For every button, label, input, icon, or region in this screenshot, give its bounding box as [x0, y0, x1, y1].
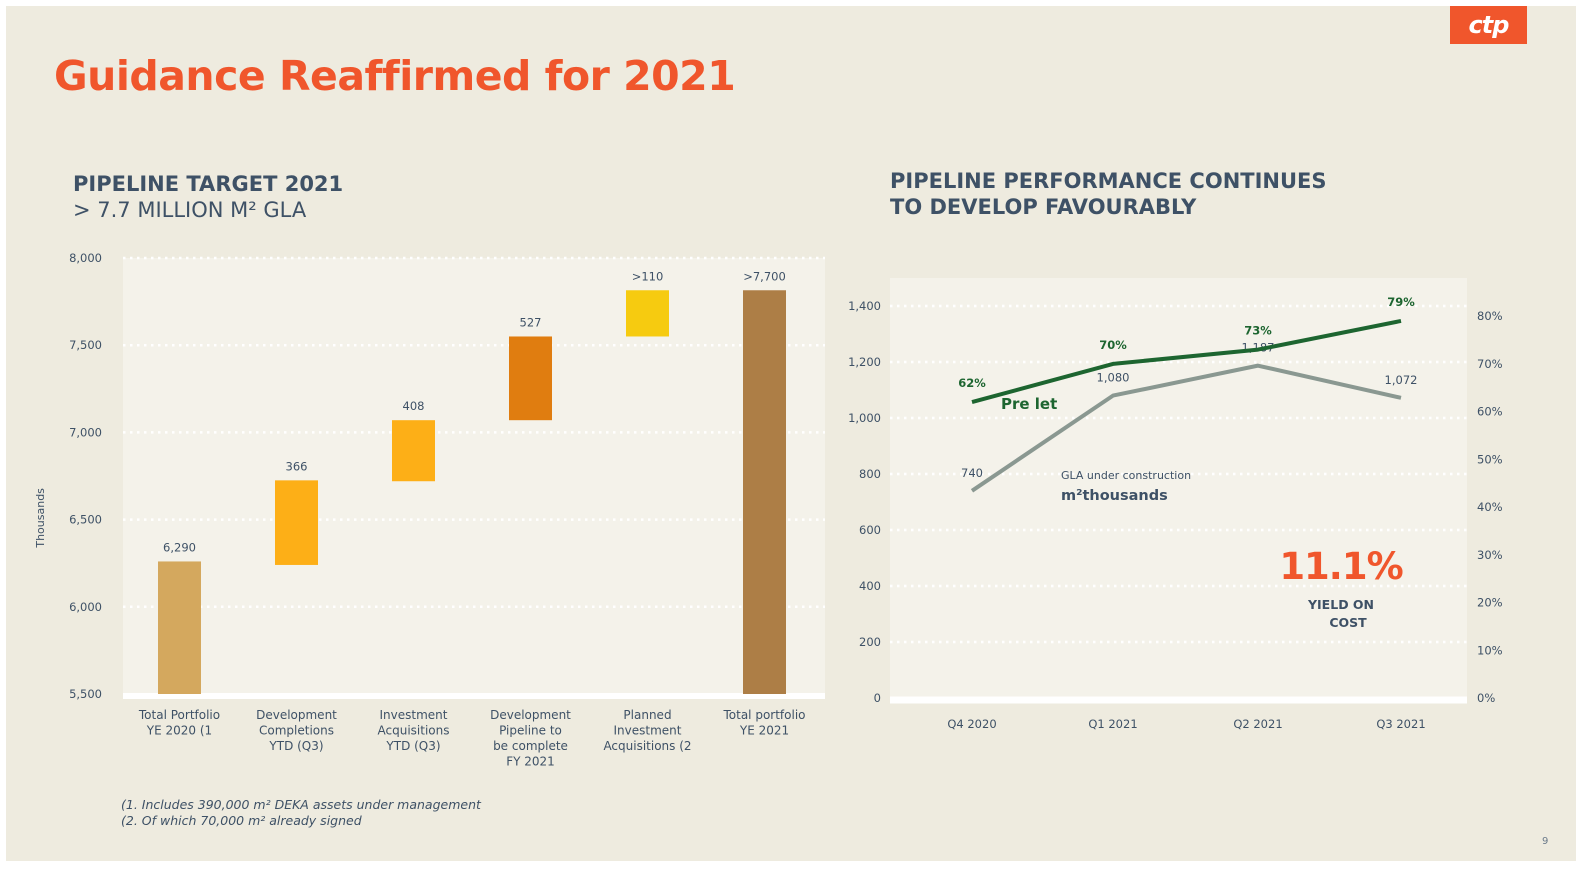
right-heading-line2: TO DEVELOP FAVOURABLY: [890, 195, 1197, 219]
left-panel-heading: PIPELINE TARGET 2021 > 7.7 MILLION M² GL…: [73, 171, 343, 223]
footnote-1: (1. Includes 390,000 m² DEKA assets unde…: [121, 797, 481, 812]
yield-label-line2: COST: [1329, 615, 1367, 630]
line-plot-area: [890, 278, 1467, 698]
waterfall-category-label: Total Portfolio: [138, 708, 220, 722]
line-x-tick-label: Q1 2021: [1088, 717, 1137, 731]
gla-data-label: 1,187: [1242, 341, 1275, 355]
right-y-tick-label: 60%: [1477, 405, 1503, 419]
left-heading-line1: PIPELINE TARGET 2021: [73, 172, 344, 196]
gla-under-construction-line: [970, 363, 1402, 493]
right-y-tick-label: 30%: [1477, 548, 1503, 562]
waterfall-bar-value-label: 408: [403, 399, 425, 413]
waterfall-bar: [743, 290, 786, 694]
left-y-tick-label: 400: [859, 579, 881, 593]
left-heading-line2: > 7.7 MILLION M² GLA: [73, 198, 307, 222]
left-y-tick-label: 1,000: [848, 411, 881, 425]
waterfall-category-label: be complete: [493, 739, 568, 753]
waterfall-bar-value-label: 6,290: [163, 540, 196, 554]
pre-let-data-label: 70%: [1099, 338, 1127, 352]
gla-series-unit: m²thousands: [1061, 488, 1168, 504]
left-y-tick-label: 600: [859, 523, 881, 537]
waterfall-bar: [392, 420, 435, 482]
waterfall-bar: [158, 561, 201, 694]
right-heading-line1: PIPELINE PERFORMANCE CONTINUES: [890, 169, 1327, 193]
right-y-tick-label: 0%: [1477, 691, 1495, 705]
gla-series-name: GLA under construction: [1061, 469, 1191, 482]
line-x-tick-label: Q2 2021: [1233, 717, 1282, 731]
waterfall-category-label: YTD (Q3): [385, 739, 440, 753]
gla-data-label: 1,080: [1097, 371, 1130, 385]
waterfall-bar-value-label: >110: [632, 269, 664, 283]
line-x-tick-label: Q4 2020: [947, 717, 996, 731]
gla-data-label: 740: [961, 466, 983, 480]
line-x-tick-label: Q3 2021: [1376, 717, 1425, 731]
right-y-tick-label: 40%: [1477, 500, 1503, 514]
pre-let-data-label: 73%: [1244, 324, 1272, 338]
waterfall-y-tick-label: 7,500: [69, 338, 102, 352]
pre-let-data-label: 79%: [1387, 295, 1415, 309]
waterfall-category-label: Completions: [259, 724, 334, 738]
waterfall-bar: [626, 290, 669, 337]
gla-data-label: 1,072: [1385, 373, 1418, 387]
waterfall-category-label: Total portfolio: [722, 708, 805, 722]
waterfall-y-axis-label: Thousands: [34, 488, 47, 549]
waterfall-plot-area: [123, 258, 825, 694]
yield-on-cost: 11.1% YIELD ON COST: [1266, 544, 1416, 632]
left-y-tick-label: 200: [859, 635, 881, 649]
waterfall-category-label: YE 2020 (1: [146, 724, 212, 738]
waterfall-bar-value-label: 527: [520, 315, 542, 329]
yield-value: 11.1%: [1279, 545, 1403, 588]
waterfall-bar-value-label: 366: [286, 459, 308, 473]
waterfall-bar: [275, 480, 318, 565]
waterfall-category-label: Development: [256, 708, 337, 722]
waterfall-y-tick-label: 7,000: [69, 425, 102, 439]
right-y-tick-label: 20%: [1477, 596, 1503, 610]
waterfall-y-tick-label: 6,000: [69, 600, 102, 614]
waterfall-category-label: Investment: [614, 724, 682, 738]
waterfall-category-label: Investment: [380, 708, 448, 722]
waterfall-category-label: YE 2021: [739, 724, 789, 738]
left-y-tick-label: 0: [874, 691, 881, 705]
waterfall-category-label: FY 2021: [506, 755, 555, 769]
pre-let-line: [971, 318, 1402, 405]
right-y-tick-label: 10%: [1477, 643, 1503, 657]
yield-label-line1: YIELD ON: [1307, 597, 1375, 612]
waterfall-category-label: Planned: [623, 708, 671, 722]
right-panel-heading: PIPELINE PERFORMANCE CONTINUES TO DEVELO…: [890, 168, 1327, 220]
left-y-tick-label: 1,400: [848, 299, 881, 313]
left-y-tick-label: 800: [859, 467, 881, 481]
waterfall-category-label: Development: [490, 708, 571, 722]
right-y-tick-label: 70%: [1477, 357, 1503, 371]
footnote-2: (2. Of which 70,000 m² already signed: [121, 813, 362, 828]
waterfall-category-label: Acquisitions (2: [603, 739, 691, 753]
right-y-tick-label: 80%: [1477, 309, 1503, 323]
waterfall-y-tick-label: 6,500: [69, 513, 102, 527]
waterfall-category-label: YTD (Q3): [268, 739, 323, 753]
pre-let-data-label: 62%: [958, 376, 986, 390]
waterfall-y-tick-label: 8,000: [69, 251, 102, 265]
right-y-tick-label: 50%: [1477, 452, 1503, 466]
ctp-logo: ctp: [1450, 6, 1527, 44]
left-y-tick-label: 1,200: [848, 355, 881, 369]
waterfall-category-label: Acquisitions: [378, 724, 450, 738]
slide: ctp Guidance Reaffirmed for 2021 PIPELIN…: [6, 6, 1576, 861]
pre-let-series-name: Pre let: [1001, 395, 1057, 413]
page-number: 9: [1542, 836, 1549, 847]
waterfall-chart: 5,500 6,000 6,500 7,000 7,500 8,000 Thousands 6…: [34, 251, 825, 769]
waterfall-bar-value-label: >7,700: [743, 269, 786, 283]
waterfall-bar: [509, 336, 552, 421]
waterfall-category-label: Pipeline to: [499, 724, 562, 738]
page-title: Guidance Reaffirmed for 2021: [54, 52, 736, 100]
waterfall-y-tick-label: 5,500: [69, 687, 102, 701]
